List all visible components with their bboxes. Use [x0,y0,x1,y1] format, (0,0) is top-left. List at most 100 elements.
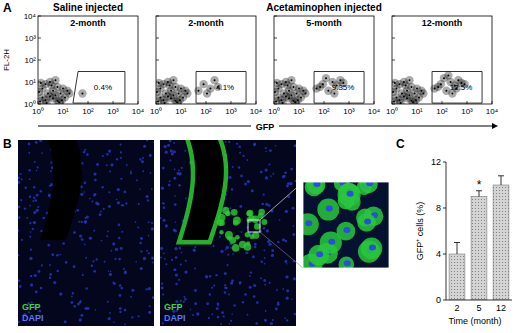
nucleus [96,258,98,260]
nucleus [263,227,266,230]
nucleus [24,207,26,209]
y-tick [392,38,395,39]
nucleus [103,208,105,210]
nucleus [140,237,142,239]
nucleus [35,291,38,294]
zoom-line [260,182,303,220]
nucleus [224,291,227,294]
figure: ABC0.4%10⁰10¹10²10³10⁴10⁰10¹10²10³10⁴2-m… [0,0,520,333]
nucleus [217,303,220,306]
y-tick-label: 10⁴ [24,12,37,21]
nucleus [224,284,226,286]
point-core [214,79,216,81]
x-tick [299,101,300,104]
nucleus [33,211,36,214]
nucleus [28,152,30,154]
nucleus [32,200,34,202]
nucleus [209,275,211,277]
point-core [292,86,294,88]
nucleus [101,240,103,242]
gfp-signal [182,140,224,240]
nucleus [282,175,285,178]
point [316,83,324,91]
nucleus [21,178,23,180]
error-bar [454,243,460,255]
nucleus [84,243,86,245]
nucleus [184,298,187,301]
nucleus [119,143,121,145]
nucleus [146,288,148,290]
plot-title: 12-month [422,18,463,28]
nucleus [95,193,97,195]
nucleus [211,287,213,289]
point-core [186,93,188,95]
nucleus [196,312,199,315]
x-tick [374,101,375,104]
nucleus [292,233,295,236]
nucleus [30,231,32,233]
x-tick-label: 10³ [225,107,237,116]
nucleus [119,284,122,287]
y-tick [392,16,395,17]
point-core [447,74,449,76]
nucleus [223,315,225,317]
nucleus [104,261,106,263]
nucleus [34,274,37,277]
nucleus [121,204,123,206]
point-core [169,84,171,86]
nucleus [113,321,115,323]
gate [196,72,246,104]
nucleus [165,263,167,265]
y-tick [38,38,41,39]
nucleus [250,271,252,273]
nucleus [239,152,241,154]
point-core [319,86,321,88]
nucleus [208,317,210,319]
nucleus [72,292,74,294]
nucleus [80,314,83,317]
nucleus [293,277,296,280]
nucleus [35,141,38,144]
panel-label: A [3,1,12,15]
nucleus [178,184,181,187]
gfp-cell [357,213,376,232]
nucleus [120,287,123,290]
nucleus [269,282,271,284]
nucleus [183,296,185,298]
nucleus [118,224,121,227]
nucleus [265,147,267,149]
nucleus [282,238,285,241]
nucleus [120,157,122,159]
y-tick-label: 4 [436,249,441,259]
nucleus [231,313,233,315]
nucleus [181,252,183,254]
nucleus [108,270,110,272]
x-tick [324,101,325,104]
nucleus [136,179,138,181]
nucleus [50,170,52,172]
nucleus [275,308,278,311]
gfp-cell [243,243,251,251]
nucleus [264,284,266,286]
nucleus [285,275,288,278]
nucleus [115,248,118,251]
nucleus [48,195,50,197]
nucleus [148,311,151,314]
nucleus [142,157,144,159]
nucleus [73,231,76,234]
nucleus [108,205,111,208]
bar [493,185,509,300]
nucleus [242,301,244,303]
point [444,71,452,79]
nucleus [266,229,269,232]
nucleus [344,260,351,266]
nucleus [169,159,171,161]
point [274,79,281,87]
nucleus [151,227,154,230]
nucleus [292,207,295,210]
nucleus [18,279,20,281]
nucleus [173,142,175,144]
nucleus [211,313,213,315]
point [194,87,202,95]
nucleus [149,305,151,307]
